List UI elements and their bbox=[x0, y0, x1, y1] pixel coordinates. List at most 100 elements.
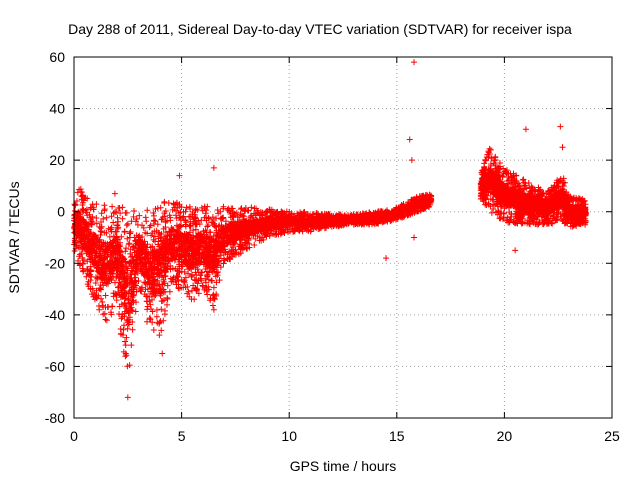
data-point bbox=[133, 216, 140, 223]
data-point bbox=[147, 316, 154, 323]
data-point bbox=[79, 261, 86, 268]
data-point bbox=[146, 315, 153, 322]
data-point bbox=[117, 210, 124, 217]
data-point bbox=[103, 229, 110, 236]
data-point bbox=[161, 233, 168, 240]
data-point bbox=[103, 214, 110, 221]
data-point bbox=[205, 222, 212, 229]
data-point bbox=[123, 352, 130, 359]
data-point bbox=[97, 295, 104, 302]
data-point bbox=[123, 303, 130, 310]
data-point bbox=[207, 297, 214, 304]
data-point bbox=[118, 233, 125, 240]
data-point bbox=[150, 326, 157, 333]
data-point bbox=[142, 214, 149, 221]
data-point bbox=[109, 303, 116, 310]
data-point bbox=[182, 274, 189, 281]
data-point bbox=[182, 208, 189, 215]
data-point bbox=[110, 210, 117, 217]
data-point bbox=[154, 221, 161, 228]
data-point bbox=[203, 207, 210, 214]
data-point bbox=[129, 326, 136, 333]
data-point bbox=[162, 208, 169, 215]
data-point bbox=[144, 207, 151, 214]
data-point bbox=[130, 207, 137, 214]
data-point bbox=[109, 203, 116, 210]
data-point bbox=[102, 316, 109, 323]
data-point bbox=[119, 204, 126, 211]
data-point bbox=[157, 204, 164, 211]
data-point bbox=[156, 332, 163, 339]
data-point bbox=[143, 218, 150, 225]
data-point bbox=[165, 199, 172, 206]
data-point bbox=[102, 292, 109, 299]
data-point bbox=[113, 297, 120, 304]
data-point bbox=[92, 280, 99, 287]
data-point bbox=[128, 218, 135, 225]
data-point bbox=[177, 209, 184, 216]
data-point bbox=[209, 277, 216, 284]
data-point bbox=[122, 353, 129, 360]
data-point bbox=[106, 233, 113, 240]
data-point bbox=[142, 279, 149, 286]
data-point bbox=[127, 230, 134, 237]
data-point bbox=[211, 223, 218, 230]
data-point bbox=[162, 224, 169, 231]
data-point bbox=[128, 342, 135, 349]
data-point bbox=[185, 253, 192, 260]
data-point bbox=[237, 206, 244, 213]
data-point bbox=[161, 213, 168, 220]
data-point bbox=[125, 316, 132, 323]
data-point bbox=[105, 280, 112, 287]
data-point bbox=[87, 285, 94, 292]
data-point bbox=[115, 288, 122, 295]
data-point bbox=[93, 220, 100, 227]
data-point bbox=[72, 201, 79, 208]
data-point bbox=[164, 282, 171, 289]
data-point bbox=[123, 222, 130, 229]
data-point bbox=[149, 319, 156, 326]
data-point bbox=[130, 213, 137, 220]
data-point bbox=[173, 199, 180, 206]
data-point bbox=[204, 223, 211, 230]
data-point bbox=[207, 229, 214, 236]
data-point bbox=[195, 290, 202, 297]
data-point bbox=[113, 228, 120, 235]
chart-title: Day 288 of 2011, Sidereal Day-to-day VTE… bbox=[68, 21, 572, 37]
data-point bbox=[216, 222, 223, 229]
data-point bbox=[114, 214, 121, 221]
data-point bbox=[189, 287, 196, 294]
data-point bbox=[101, 207, 108, 214]
data-point bbox=[235, 250, 242, 257]
data-point bbox=[191, 276, 198, 283]
data-point bbox=[213, 291, 220, 298]
data-point bbox=[94, 267, 101, 274]
data-point bbox=[117, 280, 124, 287]
data-point bbox=[124, 325, 131, 332]
data-point bbox=[93, 201, 100, 208]
data-point bbox=[153, 307, 160, 314]
data-point bbox=[84, 258, 91, 265]
data-point bbox=[202, 279, 209, 286]
data-point bbox=[159, 298, 166, 305]
data-point bbox=[176, 269, 183, 276]
data-point bbox=[116, 205, 123, 212]
data-point bbox=[220, 260, 227, 267]
chart-points bbox=[71, 59, 589, 401]
data-point bbox=[123, 209, 130, 216]
data-point bbox=[201, 203, 208, 210]
data-point bbox=[166, 257, 173, 264]
data-point bbox=[115, 218, 122, 225]
data-point bbox=[93, 214, 100, 221]
data-point bbox=[144, 318, 151, 325]
data-point bbox=[124, 220, 131, 227]
data-point bbox=[209, 302, 216, 309]
data-point bbox=[122, 342, 129, 349]
data-point bbox=[116, 279, 123, 286]
data-point bbox=[121, 338, 128, 345]
data-point bbox=[248, 204, 255, 211]
data-point bbox=[152, 218, 159, 225]
data-point bbox=[164, 301, 171, 308]
data-point bbox=[121, 228, 128, 235]
